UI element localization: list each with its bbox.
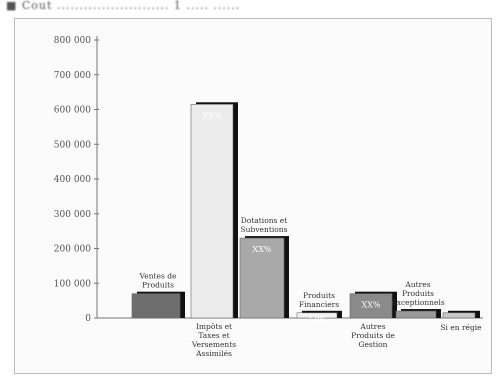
y-tick-label: 600 000 <box>54 106 91 116</box>
chart-frame: 0 100 000 200 000 300 000 400 000 500 000 600 … <box>14 18 492 374</box>
y-tick-label: 400 000 <box>54 175 91 185</box>
bar-category-label: Exceptionnels <box>391 298 445 307</box>
bar-category-label: Produits <box>402 289 434 298</box>
y-tick-label: 200 000 <box>54 245 91 255</box>
bar-value-label: 3.9% <box>307 315 328 324</box>
y-tick-label: 0 <box>85 314 91 324</box>
bar <box>239 237 285 319</box>
header-text: ■ Cout ......................... 1 .....… <box>6 0 241 12</box>
bar-category-label: Produits <box>142 281 174 290</box>
bar-category-label: Autres <box>404 280 430 289</box>
bar <box>395 310 437 319</box>
bar <box>131 293 181 319</box>
header-strip: ■ Cout ......................... 1 .....… <box>0 0 496 12</box>
bar-category-label: Gestion <box>358 340 387 349</box>
bar-value-label: XX% <box>203 111 222 120</box>
y-tick-label: 800 000 <box>54 36 91 46</box>
bar-category-label: Si en régie <box>440 323 482 332</box>
bar <box>349 293 393 319</box>
bar-category-label: Impôts et <box>196 322 232 331</box>
bar-category-label: Autres <box>359 322 385 331</box>
bar-category-label: Produits <box>303 291 335 300</box>
bar-value-label: XX% <box>362 301 381 310</box>
y-tick-label: 100 000 <box>54 279 91 289</box>
bar-category-label: Financiers <box>299 300 339 309</box>
bar <box>190 103 234 319</box>
bar-category-label: Ventes de <box>139 272 177 281</box>
y-tick-label: 700 000 <box>54 71 91 81</box>
y-tick-label: 300 000 <box>54 210 91 220</box>
bar-value-label: XX% <box>253 245 272 254</box>
bar-chart: 0 100 000 200 000 300 000 400 000 500 000 600 … <box>54 36 483 358</box>
y-tick-label: 500 000 <box>54 140 91 150</box>
bar-category-label: Dotations et <box>241 216 287 225</box>
bar-category-label: Taxes et <box>198 331 229 340</box>
bar-category-label: Subventions <box>241 225 288 234</box>
bar <box>442 312 476 319</box>
bar-category-label: Produits de <box>351 331 395 340</box>
bar <box>296 312 338 319</box>
bar-category-label: Versements <box>191 340 236 349</box>
bar-category-label: Assimilés <box>195 349 232 358</box>
